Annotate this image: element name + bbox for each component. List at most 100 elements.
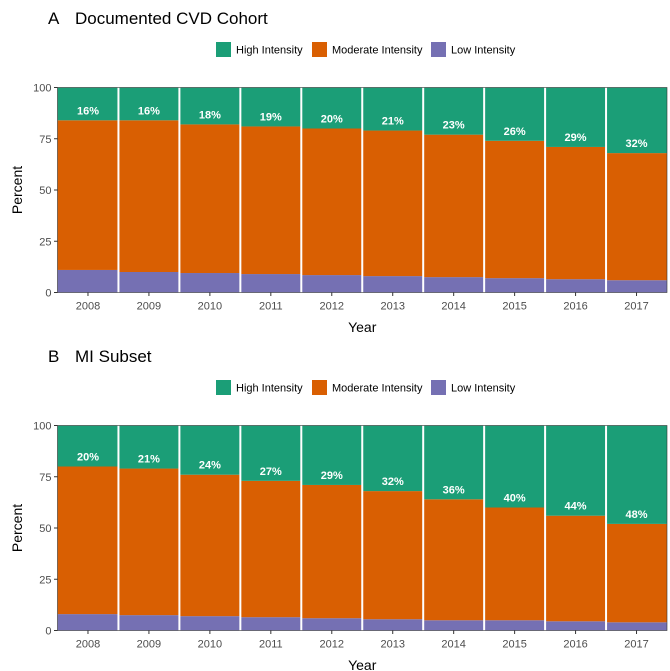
x-tick-label: 2012 (320, 639, 344, 651)
y-axis-title: Percent (9, 504, 25, 552)
bar-moderate-2017 (606, 523, 667, 623)
data-label-2015: 26% (504, 126, 526, 138)
bar-moderate-2012 (301, 128, 363, 276)
bar-moderate-2008 (57, 120, 119, 270)
y-tick-label: 100 (33, 421, 51, 433)
bar-high-2014 (423, 87, 485, 135)
y-tick-label: 0 (45, 626, 51, 638)
bar-low-2011 (240, 274, 302, 293)
legend-item-low: Low Intensity (431, 380, 516, 395)
legend-item-high: High Intensity (216, 380, 303, 395)
legend-label-low: Low Intensity (451, 383, 516, 395)
bar-moderate-2011 (240, 480, 302, 618)
bar-low-2013 (362, 619, 424, 631)
bar-low-2014 (423, 620, 485, 631)
bar-moderate-2013 (362, 130, 424, 277)
x-axis: 2008 2009 2010 2011 2012 2013 2014 2015 2016 2017 (76, 630, 649, 651)
bar-moderate-2010 (179, 124, 241, 274)
data-label-2009: 21% (138, 454, 160, 466)
y-tick-label: 50 (39, 523, 51, 535)
y-axis: 0 25 50 75 100 (33, 421, 58, 638)
legend-label-high: High Intensity (236, 383, 303, 395)
x-tick-label: 2016 (563, 301, 587, 313)
data-label-2016: 29% (565, 132, 587, 144)
legend-label-low: Low Intensity (451, 45, 516, 57)
y-tick-label: 50 (39, 185, 51, 197)
data-label-2011: 19% (260, 111, 282, 123)
x-tick-label: 2014 (441, 301, 465, 313)
bar-moderate-2012 (301, 484, 363, 619)
x-tick-label: 2017 (624, 301, 648, 313)
data-label-2015: 40% (504, 493, 526, 505)
legend-item-low: Low Intensity (431, 42, 516, 57)
x-axis-title: Year (348, 319, 377, 335)
legend-label-moderate: Moderate Intensity (332, 45, 423, 57)
data-labels: 20% 21% 24% 27% 29% 32% 36% 40% 44% 48% (77, 452, 648, 521)
bar-moderate-2015 (484, 140, 546, 279)
panel-tag: A (48, 9, 60, 28)
bar-high-2014 (423, 425, 485, 500)
bar-high-2015 (484, 87, 546, 141)
bar-low-2015 (484, 278, 546, 293)
legend-label-high: High Intensity (236, 45, 303, 57)
x-tick-label: 2009 (137, 301, 161, 313)
bar-high-2013 (362, 425, 424, 492)
x-axis: 2008 2009 2010 2011 2012 2013 2014 2015 2016 2017 (76, 292, 649, 313)
x-tick-label: 2015 (502, 639, 526, 651)
y-tick-label: 25 (39, 574, 51, 586)
data-label-2008: 16% (77, 105, 99, 117)
bar-low-2014 (423, 277, 485, 293)
bar-low-2012 (301, 275, 363, 293)
bar-low-2017 (606, 622, 667, 631)
x-tick-label: 2014 (441, 639, 465, 651)
bar-moderate-2016 (545, 515, 607, 622)
bar-high-2012 (301, 87, 363, 129)
legend-swatch-moderate (312, 380, 327, 395)
bar-high-2009 (118, 425, 180, 469)
data-label-2008: 20% (77, 452, 99, 464)
y-tick-label: 100 (33, 83, 51, 95)
data-label-2013: 32% (382, 476, 404, 488)
legend-swatch-high (216, 380, 231, 395)
panel-title: MI Subset (75, 347, 152, 366)
bar-high-2008 (57, 87, 119, 121)
y-tick-label: 0 (45, 288, 51, 300)
legend: High Intensity Moderate Intensity Low Inte… (216, 42, 516, 57)
bar-moderate-2013 (362, 491, 424, 620)
bar-low-2016 (545, 621, 607, 631)
bar-low-2009 (118, 615, 180, 631)
x-tick-label: 2012 (320, 301, 344, 313)
legend: High Intensity Moderate Intensity Low Inte… (216, 380, 516, 395)
y-axis-title: Percent (9, 166, 25, 214)
data-label-2016: 44% (565, 501, 587, 513)
bars (57, 87, 667, 293)
data-label-2011: 27% (260, 466, 282, 478)
bar-high-2016 (545, 425, 607, 516)
bar-moderate-2016 (545, 146, 607, 280)
bar-high-2015 (484, 425, 546, 508)
legend-item-moderate: Moderate Intensity (312, 42, 423, 57)
legend-label-moderate: Moderate Intensity (332, 383, 423, 395)
bar-high-2008 (57, 425, 119, 467)
panel-title: Documented CVD Cohort (75, 9, 268, 28)
data-label-2012: 29% (321, 470, 343, 482)
x-tick-label: 2017 (624, 639, 648, 651)
bar-low-2008 (57, 269, 119, 293)
y-tick-label: 75 (39, 472, 51, 484)
x-tick-label: 2013 (380, 639, 404, 651)
bar-low-2009 (118, 272, 180, 293)
bar-high-2017 (606, 425, 667, 524)
bar-moderate-2015 (484, 507, 546, 621)
bar-high-2009 (118, 87, 180, 121)
bar-moderate-2009 (118, 120, 180, 272)
x-tick-label: 2008 (76, 301, 100, 313)
bar-low-2008 (57, 614, 119, 631)
legend-swatch-moderate (312, 42, 327, 57)
x-tick-label: 2008 (76, 639, 100, 651)
bar-high-2016 (545, 87, 607, 147)
data-label-2013: 21% (382, 116, 404, 128)
x-tick-label: 2011 (259, 301, 283, 313)
panel-tag: B (48, 347, 59, 366)
bar-low-2015 (484, 620, 546, 631)
